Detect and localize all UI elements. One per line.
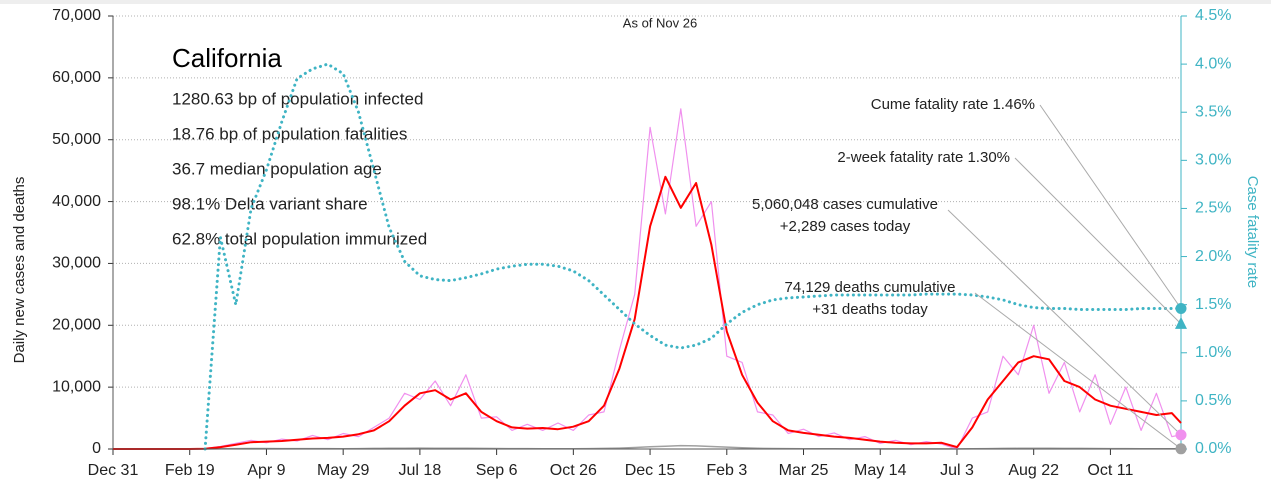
stat-line: 62.8% total population immunized (172, 229, 427, 248)
x-tick-label: Feb 19 (165, 462, 215, 479)
leader-line (974, 292, 1182, 450)
y-tick-label: 30,000 (52, 255, 101, 272)
leader-line (947, 209, 1182, 436)
leader-line (1039, 104, 1182, 309)
y2-tick-label: 1.0% (1195, 344, 1231, 361)
y-tick-label: 60,000 (52, 69, 101, 86)
y2-tick-label: 1.5% (1195, 296, 1231, 313)
series-line (113, 175, 1182, 450)
y2-tick-label: 4.0% (1195, 55, 1231, 72)
end-marker (1175, 316, 1187, 329)
y2-tick-label: 3.0% (1195, 152, 1231, 169)
y-tick-label: 10,000 (52, 378, 101, 395)
end-marker (1175, 443, 1187, 455)
x-tick-label: Sep 6 (476, 462, 518, 479)
leader-line (1014, 157, 1182, 325)
callout-text: 74,129 deaths cumulative (785, 279, 956, 296)
y-tick-label: 40,000 (52, 193, 101, 210)
x-tick-label: Aug 22 (1008, 462, 1059, 479)
y2-tick-label: 4.5% (1195, 7, 1231, 24)
y2-tick-label: 2.0% (1195, 248, 1231, 265)
stat-line: 18.76 bp of population fatalities (172, 124, 407, 143)
callout-text: +31 deaths today (812, 301, 928, 318)
x-tick-label: May 29 (317, 462, 370, 479)
chart-subtitle: As of Nov 26 (623, 15, 697, 30)
y-axis-title: Daily new cases and deaths (11, 177, 28, 364)
callout-text: 2-week fatality rate 1.30% (837, 149, 1010, 166)
y2-tick-label: 0.5% (1195, 392, 1231, 409)
x-tick-label: Jul 18 (399, 462, 442, 479)
y2-tick-label: 2.5% (1195, 200, 1231, 217)
series-line (113, 444, 1181, 450)
x-tick-label: Dec 15 (625, 462, 676, 479)
x-tick-label: Feb 3 (706, 462, 747, 479)
end-marker (1175, 429, 1187, 441)
x-tick-label: May 14 (854, 462, 907, 479)
y-tick-label: 50,000 (52, 131, 101, 148)
stat-line: 36.7 median population age (172, 159, 382, 178)
stat-line: 1280.63 bp of population infected (172, 89, 423, 108)
x-tick-label: Oct 11 (1087, 462, 1133, 479)
y2-tick-label: 0.0% (1195, 440, 1231, 457)
chart-title: California (172, 43, 282, 73)
series-line (203, 62, 1183, 451)
x-tick-label: Apr 9 (247, 462, 285, 479)
end-marker (1175, 303, 1187, 315)
x-tick-label: Jul 3 (940, 462, 974, 479)
x-tick-label: Mar 25 (779, 462, 829, 479)
callout-text: Cume fatality rate 1.46% (871, 96, 1035, 113)
x-tick-label: Oct 26 (550, 462, 597, 479)
top-strip (0, 0, 1271, 4)
x-tick-label: Dec 31 (88, 462, 139, 479)
callout-text: 5,060,048 cases cumulative (752, 196, 938, 213)
y2-axis-title: Case fatality rate (1244, 176, 1261, 289)
y-tick-label: 0 (92, 440, 101, 457)
y2-tick-label: 3.5% (1195, 103, 1231, 120)
callout-text: +2,289 cases today (780, 218, 911, 235)
stat-line: 98.1% Delta variant share (172, 194, 368, 213)
y-tick-label: 70,000 (52, 7, 101, 24)
y-tick-label: 20,000 (52, 317, 101, 334)
